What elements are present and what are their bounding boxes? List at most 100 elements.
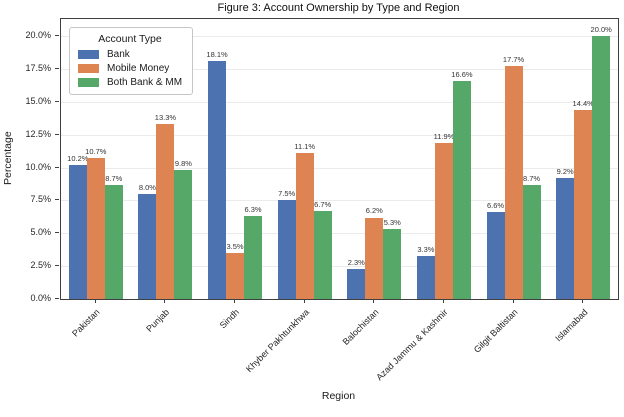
- bar-mobile-money: [295, 153, 314, 299]
- x-tick-mark: [442, 299, 444, 303]
- bar-bank: [486, 212, 505, 299]
- y-tick-mark: [55, 100, 59, 102]
- y-tick-label: 12.5%: [25, 128, 51, 139]
- legend-item: Both Bank & MM: [78, 77, 182, 88]
- legend-item: Bank: [78, 49, 182, 60]
- legend-swatch-icon: [78, 50, 99, 59]
- chart-title: Figure 3: Account Ownership by Type and …: [217, 2, 460, 14]
- bar-mobile-money: [86, 158, 105, 299]
- bar-value-label: 7.5%: [278, 189, 296, 199]
- bar-mobile-money: [574, 109, 593, 299]
- plot-area: 10.2% 10.7% 8.7% 8.0% 13.3% 9.8% 18.1% 3.5% 6.3%…: [60, 18, 619, 300]
- x-tick-label: Pakistan: [70, 307, 102, 339]
- bar-value-label: 8.0%: [138, 182, 156, 192]
- y-tick-mark: [55, 67, 59, 69]
- bar-mobile-money: [504, 66, 523, 299]
- legend-label: Mobile Money: [107, 63, 170, 74]
- y-tick-label: 20.0%: [25, 30, 51, 41]
- x-tick-label: Gilgit Baltistan: [471, 307, 520, 355]
- gridline: [61, 167, 618, 169]
- bar-value-label: 6.3%: [244, 205, 262, 215]
- bar-both-bank-mm: [244, 216, 263, 299]
- bar-value-label: 9.2%: [556, 167, 574, 177]
- legend-swatch-icon: [78, 64, 99, 73]
- bar-value-label: 17.7%: [502, 55, 525, 65]
- bar-mobile-money: [156, 124, 175, 299]
- legend-label: Both Bank & MM: [107, 77, 183, 88]
- bar-value-label: 6.6%: [487, 201, 505, 211]
- gridline: [61, 101, 618, 103]
- bar-mobile-money: [226, 253, 245, 299]
- bar-bank: [416, 255, 435, 299]
- bar-mobile-money: [434, 142, 453, 299]
- bar-bank: [347, 268, 366, 299]
- x-axis-label: Region: [321, 390, 356, 402]
- bar-value-label: 18.1%: [206, 50, 228, 60]
- x-tick-label: Azad Jammu & Kashmir: [374, 307, 451, 383]
- x-tick-mark: [234, 299, 236, 303]
- x-tick-mark: [512, 299, 514, 303]
- y-tick-mark: [55, 232, 59, 234]
- bar-both-bank-mm: [383, 229, 402, 299]
- x-tick-mark: [94, 299, 96, 303]
- y-tick-label: 7.5%: [30, 194, 51, 205]
- bar-both-bank-mm: [174, 170, 193, 299]
- y-tick-label: 15.0%: [25, 95, 51, 106]
- bar-value-label: 13.3%: [154, 113, 177, 123]
- y-tick-label: 0.0%: [30, 293, 51, 303]
- gridline: [61, 266, 618, 268]
- bar-value-label: 16.6%: [451, 69, 473, 79]
- bar-value-label: 9.8%: [174, 159, 192, 169]
- bar-value-label: 3.5%: [226, 241, 244, 251]
- gridline: [61, 68, 618, 70]
- gridline: [61, 233, 618, 235]
- bar-bank: [277, 200, 296, 299]
- bar-value-label: 6.7%: [314, 199, 332, 209]
- bar-both-bank-mm: [522, 184, 541, 299]
- x-tick-label: Balochistan: [340, 307, 381, 347]
- x-tick-mark: [303, 299, 305, 303]
- legend-swatch-icon: [78, 78, 99, 87]
- gridline: [61, 36, 618, 38]
- y-tick-label: 17.5%: [25, 62, 51, 73]
- bar-value-label: 8.7%: [523, 173, 541, 183]
- bar-value-label: 10.7%: [85, 147, 107, 157]
- bar-both-bank-mm: [104, 184, 123, 299]
- bar-value-label: 2.3%: [347, 257, 365, 267]
- y-tick-mark: [55, 199, 59, 201]
- legend-title: Account Type: [98, 33, 162, 45]
- gridline: [61, 134, 618, 136]
- x-tick-mark: [373, 299, 375, 303]
- bar-both-bank-mm: [592, 36, 611, 299]
- y-tick-label: 5.0%: [30, 227, 51, 238]
- bar-value-label: 5.3%: [383, 218, 401, 228]
- bar-value-label: 8.7%: [105, 173, 123, 183]
- x-tick-label: Sindh: [217, 307, 242, 331]
- x-tick-label: Islamabad: [552, 307, 590, 344]
- x-tick-label: Khyber Pakhtunkhwa: [243, 307, 311, 375]
- y-axis-ticks: 0.0% 2.5% 5.0% 7.5% 10.0% 12.5% 15.0% 17.5% 20.0…: [0, 18, 60, 303]
- bar-bank: [556, 178, 575, 299]
- bar-value-label: 11.9%: [433, 131, 455, 141]
- y-tick-mark: [55, 166, 59, 168]
- y-tick-mark: [55, 133, 59, 135]
- x-tick-label: Punjab: [144, 307, 172, 334]
- x-axis-ticks: Pakistan Punjab Sindh Khyber Pakhtunkhwa Bal…: [60, 299, 617, 394]
- y-tick-mark: [55, 265, 59, 267]
- legend-items: Bank Mobile Money Both Bank & MM: [78, 49, 182, 88]
- bar-value-label: 11.1%: [294, 142, 316, 152]
- legend-item: Mobile Money: [78, 63, 182, 74]
- y-tick-label: 10.0%: [25, 161, 51, 172]
- legend-label: Bank: [107, 49, 130, 60]
- bar-value-label: 14.4%: [572, 98, 594, 108]
- bar-value-label: 3.3%: [417, 244, 435, 254]
- y-tick-mark: [55, 35, 59, 37]
- bar-bank: [138, 193, 157, 299]
- bar-both-bank-mm: [452, 80, 471, 299]
- x-tick-mark: [164, 299, 166, 303]
- bar-bank: [208, 61, 227, 299]
- x-tick-mark: [582, 299, 584, 303]
- bar-both-bank-mm: [313, 210, 332, 299]
- bar-bank: [68, 164, 87, 299]
